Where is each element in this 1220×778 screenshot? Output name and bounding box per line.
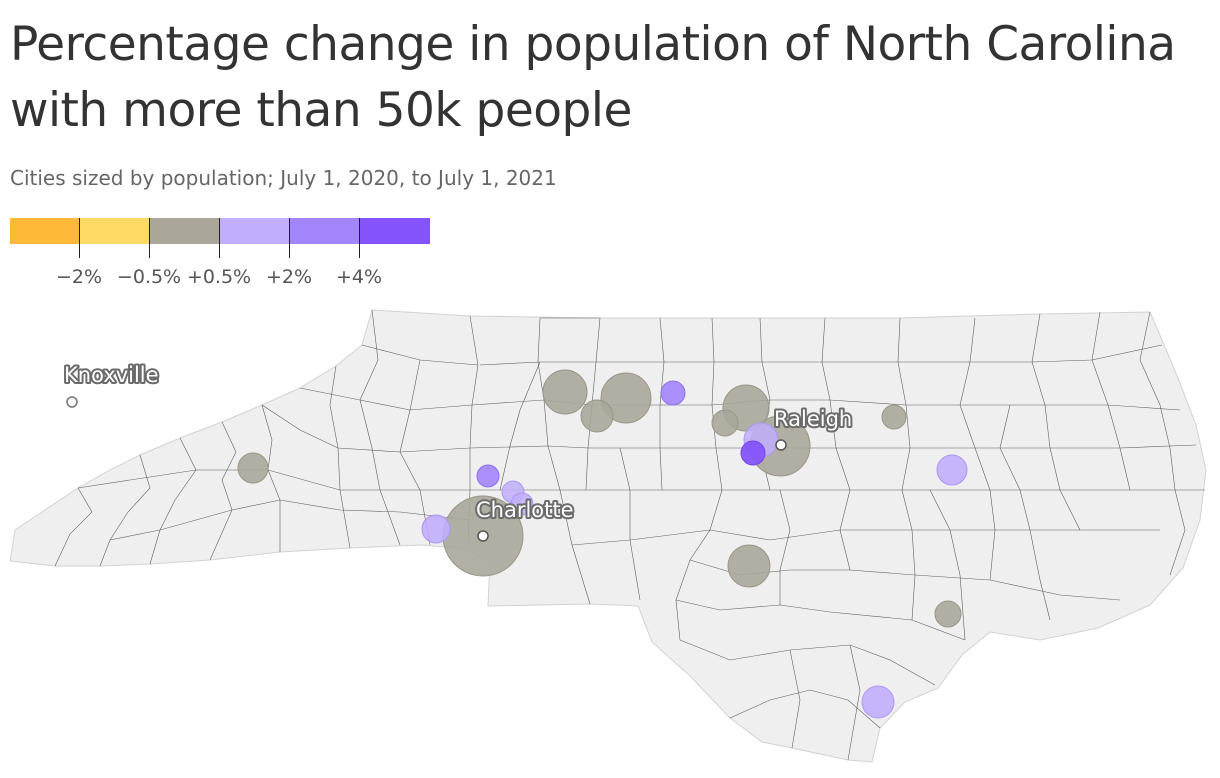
- charlotte-label: Charlotte: [476, 498, 574, 522]
- city-bubble: [727, 544, 771, 588]
- knoxville-marker: [66, 396, 78, 408]
- north-carolina-map: Knoxville Charlotte Raleigh: [9, 309, 1207, 763]
- map-subtitle: Cities sized by population; July 1, 2020…: [10, 166, 557, 190]
- knoxville-label: Knoxville: [64, 363, 159, 387]
- legend-label: +4%: [335, 266, 383, 288]
- legend-tick: [149, 218, 150, 258]
- legend-swatch-growth-mid: [290, 218, 360, 244]
- charlotte-marker: [477, 530, 489, 542]
- raleigh-marker: [775, 439, 787, 451]
- city-bubble: [421, 514, 451, 544]
- legend-label: +0.5%: [186, 266, 252, 288]
- city-bubble: [711, 409, 739, 437]
- city-bubble: [600, 372, 652, 424]
- city-bubble: [542, 369, 588, 415]
- city-bubble: [580, 399, 614, 433]
- legend-swatch-growth-large: [360, 218, 430, 244]
- legend-tick: [359, 218, 360, 258]
- state-shape: [9, 309, 1207, 763]
- legend-tick: [79, 218, 80, 258]
- city-bubble: [881, 404, 907, 430]
- map-title: Percentage change in population of North…: [10, 17, 1176, 138]
- legend-swatch-decline-large: [10, 218, 80, 244]
- raleigh-label: Raleigh: [774, 407, 852, 431]
- color-legend: −2% −0.5% +0.5% +2% +4%: [10, 218, 450, 293]
- legend-swatch-decline-small: [80, 218, 150, 244]
- city-bubble: [936, 454, 968, 486]
- legend-tick: [219, 218, 220, 258]
- city-bubble: [934, 600, 962, 628]
- legend-label: −0.5%: [116, 266, 182, 288]
- city-bubble: [660, 380, 686, 406]
- city-markers: Knoxville Charlotte Raleigh: [62, 361, 854, 542]
- city-bubble: [237, 452, 269, 484]
- city-bubble: [476, 464, 500, 488]
- county-boundaries: [54, 309, 1205, 761]
- city-bubble: [510, 492, 534, 516]
- legend-tick: [289, 218, 290, 258]
- legend-swatch-stable: [150, 218, 220, 244]
- legend-color-bar: [10, 218, 430, 244]
- legend-label: −2%: [55, 266, 103, 288]
- legend-swatch-growth-small: [220, 218, 290, 244]
- city-bubble: [740, 440, 766, 466]
- city-bubble: [861, 685, 895, 719]
- legend-label: +2%: [265, 266, 313, 288]
